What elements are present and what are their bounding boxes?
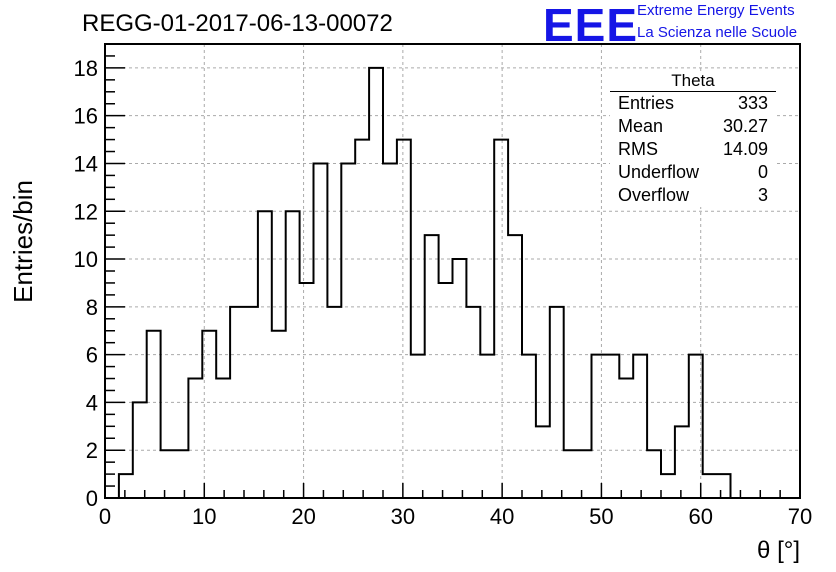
stats-value: 14.09 <box>722 139 768 159</box>
y-tick-label: 4 <box>86 390 98 415</box>
stats-row-mean: Mean 30.27 <box>610 115 776 138</box>
y-tick-label: 12 <box>74 199 98 224</box>
stats-value: 333 <box>737 93 768 113</box>
y-tick-label: 2 <box>86 438 98 463</box>
x-tick-label: 0 <box>99 504 111 529</box>
x-tick-label: 50 <box>589 504 613 529</box>
stats-title: Theta <box>671 71 715 90</box>
x-axis-ticks: 0 10 20 30 40 50 60 70 <box>99 483 812 529</box>
y-tick-label: 10 <box>74 247 98 272</box>
x-axis-label: θ [°] <box>757 537 800 564</box>
y-axis-ticks: 0 2 4 6 8 10 12 14 16 18 <box>74 43 125 511</box>
y-tick-label: 14 <box>74 151 98 176</box>
grid-lines <box>105 44 800 498</box>
stats-label: Mean <box>618 116 664 136</box>
eee-logo: EEE <box>543 0 639 51</box>
histogram-series-line <box>105 66 800 499</box>
stats-label: Entries <box>618 93 675 113</box>
logo-line-2: La Scienza nelle Scuole <box>637 24 798 41</box>
chart-title: REGG-01-2017-06-13-00072 <box>82 10 393 37</box>
y-tick-label: 6 <box>86 343 98 368</box>
stats-row-rms: RMS 14.09 <box>610 138 776 161</box>
y-tick-label: 0 <box>86 486 98 511</box>
x-tick-label: 10 <box>192 504 216 529</box>
stats-value: 0 <box>757 162 768 182</box>
x-tick-label: 20 <box>291 504 315 529</box>
stats-value: 3 <box>757 185 768 205</box>
logo-line-1: Extreme Energy Events <box>637 2 795 19</box>
x-tick-label: 30 <box>391 504 415 529</box>
stats-value: 30.27 <box>722 116 768 136</box>
y-tick-label: 18 <box>74 56 98 81</box>
stats-label: Underflow <box>618 162 700 182</box>
stats-label: Overflow <box>618 185 690 205</box>
y-axis-label: Entries/bin <box>8 180 38 303</box>
stats-label: RMS <box>618 139 658 159</box>
x-tick-label: 70 <box>788 504 812 529</box>
stats-row-underflow: Underflow 0 <box>610 161 776 184</box>
stats-box: Theta Entries 333 Mean 30.27 RMS 14.09 U… <box>610 72 776 207</box>
x-tick-label: 40 <box>490 504 514 529</box>
stats-row-entries: Entries 333 <box>610 92 776 115</box>
x-tick-label: 60 <box>688 504 712 529</box>
y-tick-label: 8 <box>86 295 98 320</box>
y-tick-label: 16 <box>74 104 98 129</box>
stats-row-overflow: Overflow 3 <box>610 184 776 207</box>
stats-divider <box>610 91 776 92</box>
